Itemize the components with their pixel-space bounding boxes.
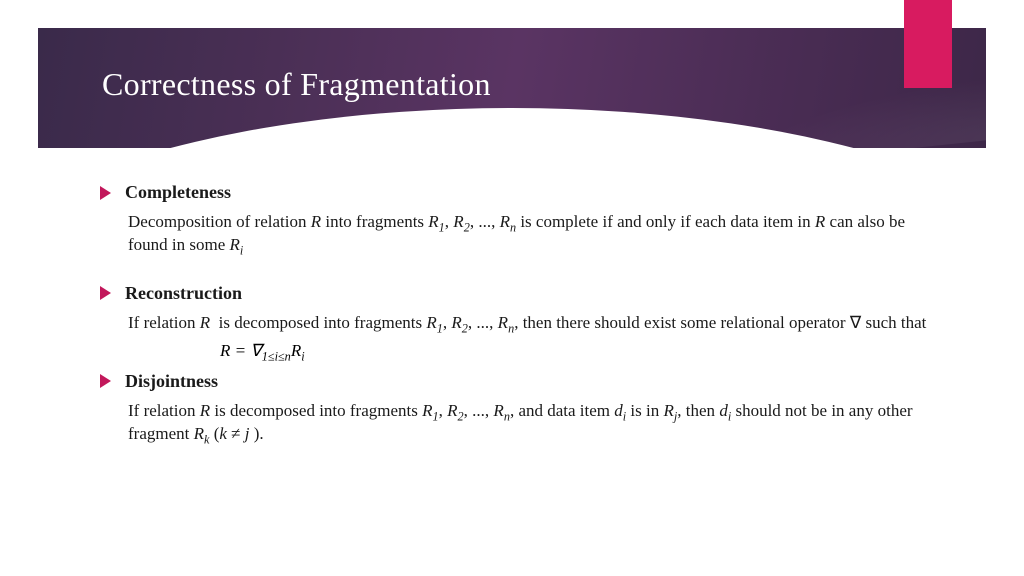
- item-head: Disjointness: [100, 371, 944, 392]
- item-body: If relation R is decomposed into fragmen…: [128, 400, 944, 446]
- triangle-bullet-icon: [100, 186, 111, 200]
- list-item: Disjointness If relation R is decomposed…: [100, 371, 944, 446]
- triangle-bullet-icon: [100, 286, 111, 300]
- item-head: Reconstruction: [100, 283, 944, 304]
- slide-title: Correctness of Fragmentation: [102, 66, 491, 103]
- item-formula: R = ∇1≤i≤nRi: [220, 341, 944, 361]
- slide: Correctness of Fragmentation Completenes…: [0, 0, 1024, 576]
- item-heading: Completeness: [125, 182, 231, 203]
- header-band: Correctness of Fragmentation: [38, 28, 986, 148]
- item-head: Completeness: [100, 182, 944, 203]
- list-item: Completeness Decomposition of relation R…: [100, 182, 944, 257]
- triangle-bullet-icon: [100, 374, 111, 388]
- list-item: Reconstruction If relation R is decompos…: [100, 283, 944, 361]
- accent-tab: [904, 0, 952, 88]
- item-heading: Reconstruction: [125, 283, 242, 304]
- item-heading: Disjointness: [125, 371, 218, 392]
- content-area: Completeness Decomposition of relation R…: [100, 182, 944, 472]
- item-body: If relation R is decomposed into fragmen…: [128, 312, 944, 335]
- item-body: Decomposition of relation R into fragmen…: [128, 211, 944, 257]
